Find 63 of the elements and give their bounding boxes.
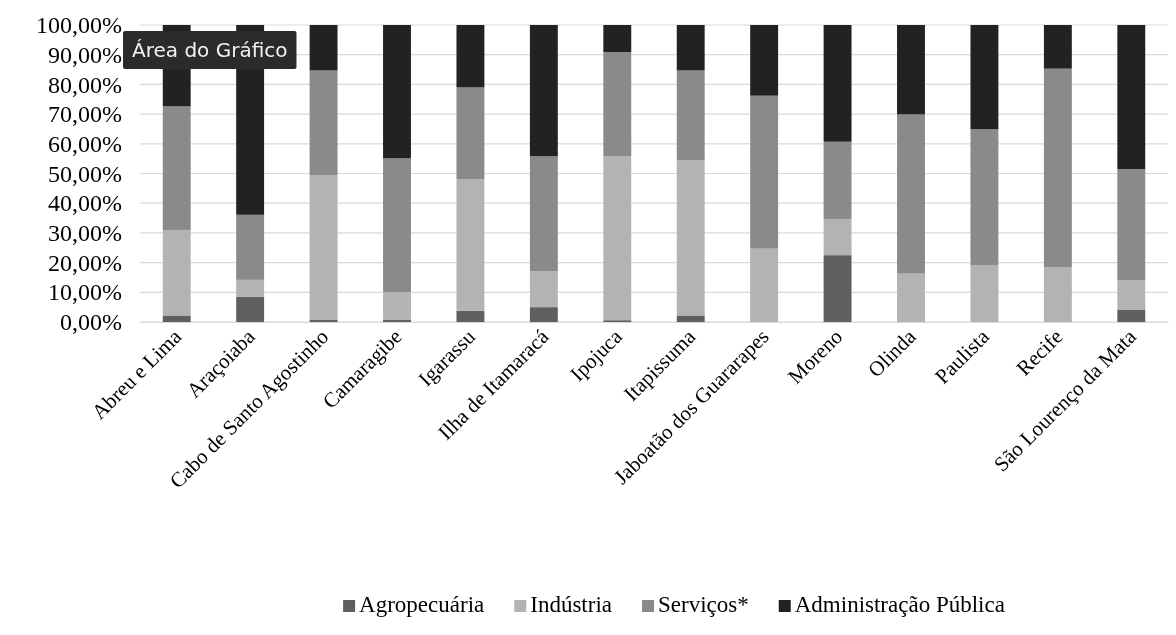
- bar: [456, 25, 485, 88]
- y-tick-label: 50,00%: [48, 160, 122, 187]
- bar: [383, 292, 411, 320]
- bar: [1043, 68, 1072, 268]
- bar: [529, 156, 558, 272]
- bar: [529, 25, 558, 157]
- bar: [676, 25, 705, 71]
- bar: [897, 273, 925, 322]
- bar: [823, 255, 852, 322]
- y-tick-label: 0,00%: [60, 309, 122, 336]
- bar: [970, 25, 999, 130]
- y-tick-label: 70,00%: [48, 101, 122, 128]
- y-tick-label: 40,00%: [48, 190, 122, 217]
- bar: [970, 264, 999, 322]
- legend-label: Agropecuária: [359, 592, 485, 617]
- bar: [603, 25, 632, 53]
- legend-label: Administração Pública: [794, 592, 1005, 617]
- bar: [162, 315, 191, 322]
- bar: [823, 218, 852, 256]
- bar: [750, 95, 779, 249]
- bar: [1117, 309, 1146, 322]
- bar: [162, 106, 191, 230]
- bar: [236, 214, 265, 280]
- y-tick-label: 90,00%: [48, 41, 122, 68]
- bar: [897, 114, 925, 274]
- bar: [676, 160, 705, 316]
- bar: [750, 248, 779, 322]
- bar: [1117, 280, 1146, 310]
- bar: [970, 129, 999, 265]
- bar: [676, 315, 705, 322]
- bar: [162, 229, 191, 316]
- bar: [236, 296, 265, 322]
- bar: [456, 179, 485, 311]
- bar: [897, 25, 925, 115]
- legend-label: Indústria: [530, 592, 613, 617]
- bar: [823, 141, 852, 219]
- bar: [529, 271, 558, 308]
- bar: [309, 25, 338, 71]
- bar: [236, 279, 265, 297]
- bar: [823, 25, 852, 142]
- bar: [603, 52, 632, 157]
- legend-label: Serviços*: [658, 592, 749, 617]
- bar: [676, 70, 705, 161]
- annotation: Área do Gráfico: [132, 38, 288, 62]
- y-tick-label: 80,00%: [48, 71, 122, 98]
- bar: [603, 156, 632, 321]
- bar: [1043, 25, 1072, 69]
- bar: [529, 307, 558, 322]
- bar: [750, 25, 779, 96]
- bar: [1117, 169, 1146, 281]
- y-tick-label: 10,00%: [48, 279, 122, 306]
- bar: [456, 310, 485, 322]
- bar: [456, 87, 485, 180]
- y-tick-label: 60,00%: [48, 130, 122, 157]
- bar: [309, 175, 338, 320]
- bar: [1043, 267, 1072, 322]
- y-tick-label: 20,00%: [48, 249, 122, 276]
- bar: [1117, 25, 1146, 170]
- y-tick-label: 100,00%: [36, 12, 122, 39]
- bar: [309, 70, 338, 176]
- bar: [383, 158, 411, 292]
- y-tick-label: 30,00%: [48, 220, 122, 247]
- bar: [383, 25, 411, 159]
